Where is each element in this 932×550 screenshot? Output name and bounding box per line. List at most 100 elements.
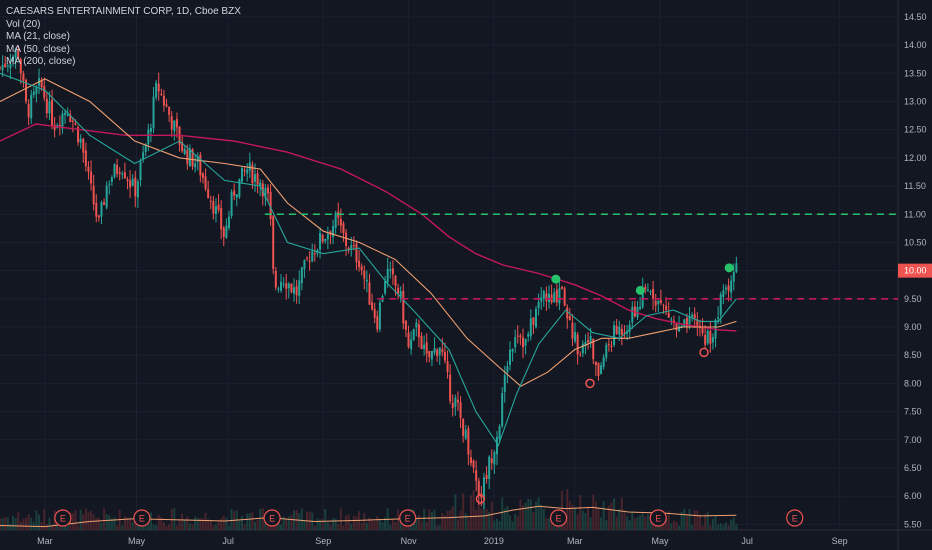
candle-body — [45, 98, 48, 114]
volume-bar — [321, 518, 324, 530]
legend-ma200[interactable]: MA (200, close) — [6, 56, 76, 67]
volume-bar — [363, 512, 366, 530]
candle-body — [355, 243, 358, 263]
volume-bar — [485, 508, 488, 530]
volume-bar — [352, 515, 355, 530]
time-axis[interactable]: Mar May Jul Sep Nov 2019 Mar May Jul Sep — [37, 536, 847, 546]
ma50-line — [0, 78, 737, 387]
candle-body — [511, 348, 514, 352]
candle-body — [313, 253, 316, 255]
volume-bar — [433, 509, 436, 530]
candle-body — [391, 268, 394, 275]
legend-ma50[interactable]: MA (50, close) — [6, 43, 70, 55]
volume-bar — [600, 517, 603, 530]
moving-average-lines — [0, 72, 737, 528]
volume-bar — [657, 523, 660, 530]
candle-body — [35, 88, 38, 94]
volume-bar — [576, 514, 579, 530]
volume-bar — [152, 524, 155, 530]
candle-body — [711, 337, 714, 343]
volume-bar — [454, 494, 457, 530]
candle-body — [579, 354, 582, 356]
volume-bar — [365, 522, 368, 530]
signal-markers — [475, 263, 734, 504]
candle-body — [717, 317, 720, 319]
volume-bar — [48, 517, 51, 530]
candle-body — [610, 345, 613, 347]
volume-bar — [626, 516, 629, 530]
volume-bar — [149, 512, 152, 530]
ma200-line — [0, 123, 737, 332]
earnings-marker-label: E — [405, 514, 411, 524]
candle-body — [389, 269, 392, 271]
candle-body — [462, 418, 465, 437]
volume-bar — [462, 493, 465, 530]
volume-bar — [129, 519, 132, 530]
price-tick-label: 6.00 — [904, 491, 922, 501]
volume-bar — [430, 512, 433, 530]
candle-body — [300, 267, 303, 284]
earnings-marker-label: E — [269, 514, 275, 524]
volume-bar — [27, 514, 30, 530]
candle-body — [6, 65, 9, 67]
volume-bar — [423, 509, 426, 530]
volume-bar — [243, 524, 246, 530]
candle-body — [363, 270, 366, 279]
candle-body — [709, 330, 712, 344]
volume-bar — [631, 512, 634, 530]
earnings-marker-label: E — [60, 514, 66, 524]
volume-bar — [43, 508, 46, 530]
candle-body — [623, 332, 626, 334]
volume-bar — [417, 515, 420, 530]
volume-bar — [498, 521, 501, 530]
volume-bar — [6, 517, 9, 530]
candle-body — [108, 183, 111, 185]
candle-body — [121, 173, 124, 175]
candle-body — [142, 152, 145, 160]
volume-bar — [469, 495, 472, 530]
volume-bar — [646, 514, 649, 530]
candle-body — [449, 374, 452, 402]
time-tick-label: May — [128, 536, 146, 546]
volume-bar — [488, 512, 491, 530]
price-tick-label: 13.00 — [904, 96, 927, 106]
candle-body — [436, 349, 439, 357]
candle-body — [691, 314, 694, 317]
volume-bar — [644, 516, 647, 530]
candle-body — [48, 101, 51, 114]
candle-body — [22, 73, 25, 81]
legend-volume[interactable]: Vol (20) — [6, 18, 41, 30]
volume-bar — [477, 500, 480, 530]
legend-ma21[interactable]: MA (21, close) — [6, 31, 70, 42]
candle-body — [155, 82, 158, 98]
candle-body — [430, 350, 433, 360]
volume-bar — [298, 513, 301, 530]
candle-body — [563, 288, 566, 306]
volume-bar — [214, 524, 217, 530]
candle-body — [537, 301, 540, 309]
price-axis[interactable]: 5.50 6.00 6.50 7.00 7.50 8.00 8.50 9.00 9.50 10.0… — [898, 12, 932, 529]
candle-body — [649, 291, 652, 293]
time-tick-label: Jul — [741, 536, 753, 546]
volume-bar — [17, 512, 20, 530]
candle-body — [100, 202, 103, 217]
volume-bar — [282, 516, 285, 530]
volume-bar — [511, 521, 514, 530]
volume-bar — [160, 517, 163, 530]
price-tick-label: 11.00 — [904, 209, 926, 219]
volume-bar — [12, 516, 15, 530]
candle-body — [220, 207, 223, 230]
signal-high-marker — [635, 285, 645, 295]
candle-body — [394, 275, 397, 286]
legend-title[interactable]: CAESARS ENTERTAINMENT CORP, 1D, Cboe BZX — [6, 6, 241, 17]
candle-body — [61, 113, 64, 129]
candle-body — [477, 480, 480, 495]
volume-bars — [0, 489, 738, 530]
candle-body — [545, 293, 548, 302]
volume-bar — [711, 518, 714, 530]
volume-bar — [220, 518, 223, 530]
volume-bar — [227, 525, 230, 530]
volume-bar — [90, 511, 93, 530]
